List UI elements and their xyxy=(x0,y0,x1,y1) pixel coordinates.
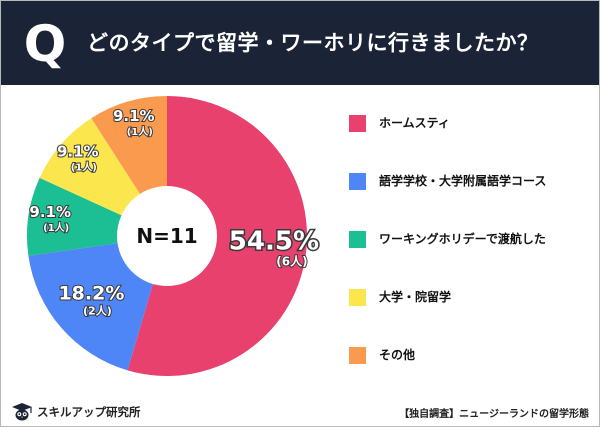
slice-percent-label: 9.1% xyxy=(29,203,71,221)
pie-chart: 54.5%(6人)18.2%(2人)9.1%(1人)9.1%(1人)9.1%(1… xyxy=(26,96,321,376)
slice-percent-label: 18.2% xyxy=(58,283,124,305)
slice-count-label: (1人) xyxy=(127,125,153,138)
pie-slice xyxy=(127,96,307,376)
donut-hole xyxy=(117,186,217,286)
slice-percent-label: 54.5% xyxy=(229,226,319,256)
legend-swatch xyxy=(349,231,366,248)
legend-swatch xyxy=(349,347,366,364)
pie-chart-area: 54.5% (6人) 18.2% (2人) 9.1% (1人) 9.1% (1人) 9.1% (1… xyxy=(1,85,599,385)
legend-label: 大学・院留学 xyxy=(379,290,452,304)
question-title: どのタイプで留学・ワーホリに行きましたか？ xyxy=(87,31,539,55)
slice-percent-label: 9.1% xyxy=(57,143,99,161)
slice-count-label: (1人) xyxy=(71,161,97,174)
slice-count-label: (6人) xyxy=(276,253,307,268)
legend-label: 語学学校・大学附属語学コース xyxy=(379,174,547,188)
sample-size-label: N=11 xyxy=(136,224,197,248)
question-header: Q どのタイプで留学・ワーホリに行きましたか？ xyxy=(1,1,599,85)
legend-swatch xyxy=(349,173,366,190)
brand-logo: スキルアップ研究所 xyxy=(11,402,141,422)
legend-swatch xyxy=(349,115,366,132)
q-mark: Q xyxy=(24,16,67,70)
legend-swatch xyxy=(349,289,366,306)
legend-label: ワーキングホリデーで渡航した xyxy=(379,232,546,246)
slice-percent-label: 9.1% xyxy=(113,107,155,125)
slice-count-label: (1人) xyxy=(43,221,69,234)
source-note: 【独自調査】ニュージーランドの留学形態 xyxy=(399,409,589,420)
slice-count-label: (2人) xyxy=(83,304,112,318)
legend-label: その他 xyxy=(379,348,416,362)
brand-name: スキルアップ研究所 xyxy=(37,405,141,419)
owl-graduation-cap-icon xyxy=(12,403,32,421)
q-mark-icon: Q xyxy=(24,16,67,70)
legend-label: ホームスティ xyxy=(379,116,450,130)
q-badge: Q xyxy=(15,16,75,70)
